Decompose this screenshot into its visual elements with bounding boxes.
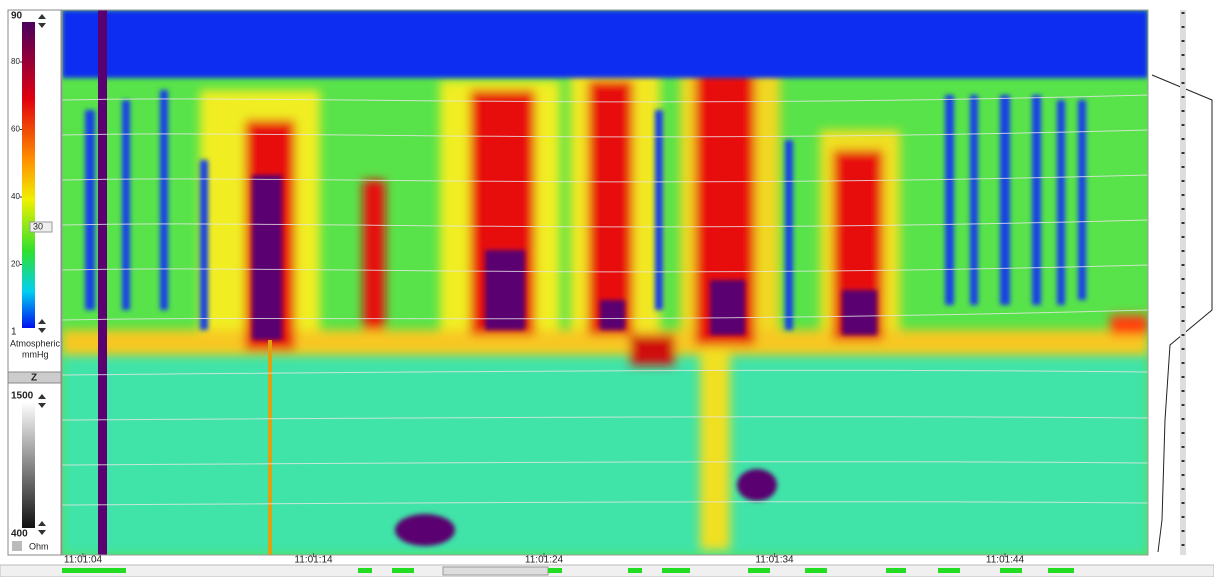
page: 90 1 Atmospheric mmHg 30 Z 1500 400 Ohm bbox=[0, 0, 1214, 577]
pressure-tick-label: 80 bbox=[11, 57, 20, 66]
impedance-min: 400 bbox=[11, 529, 28, 540]
impedance-max: 1500 bbox=[11, 391, 34, 402]
impedance-colorbar bbox=[22, 402, 35, 528]
ohm-icon[interactable] bbox=[12, 541, 22, 551]
pressure-tick-label: 60 bbox=[11, 125, 20, 134]
impedance-unit: Ohm bbox=[29, 541, 49, 551]
reference-label: Atmospheric bbox=[10, 338, 61, 348]
scroll-thumb[interactable] bbox=[443, 567, 548, 575]
pressure-max: 90 bbox=[11, 11, 23, 22]
pressure-colorbar bbox=[22, 22, 35, 328]
z-title: Z bbox=[31, 373, 37, 384]
sensor-ruler bbox=[1180, 10, 1186, 555]
time-label: 11:01:14 bbox=[294, 555, 333, 566]
time-label: 11:01:04 bbox=[64, 555, 103, 566]
manometry-view: 90 1 Atmospheric mmHg 30 Z 1500 400 Ohm bbox=[0, 0, 1214, 577]
time-label: 11:01:44 bbox=[986, 555, 1025, 566]
threshold-value: 30 bbox=[33, 221, 43, 231]
scrollbar[interactable] bbox=[0, 565, 1214, 577]
pressure-topography bbox=[62, 10, 1148, 555]
time-label: 11:01:24 bbox=[525, 555, 564, 566]
pressure-min: 1 bbox=[11, 327, 17, 338]
pressure-tick-label: 20 bbox=[11, 260, 20, 269]
unit-label: mmHg bbox=[22, 349, 49, 359]
time-label: 11:01:34 bbox=[755, 555, 794, 566]
pressure-tick-label: 40 bbox=[11, 192, 20, 201]
